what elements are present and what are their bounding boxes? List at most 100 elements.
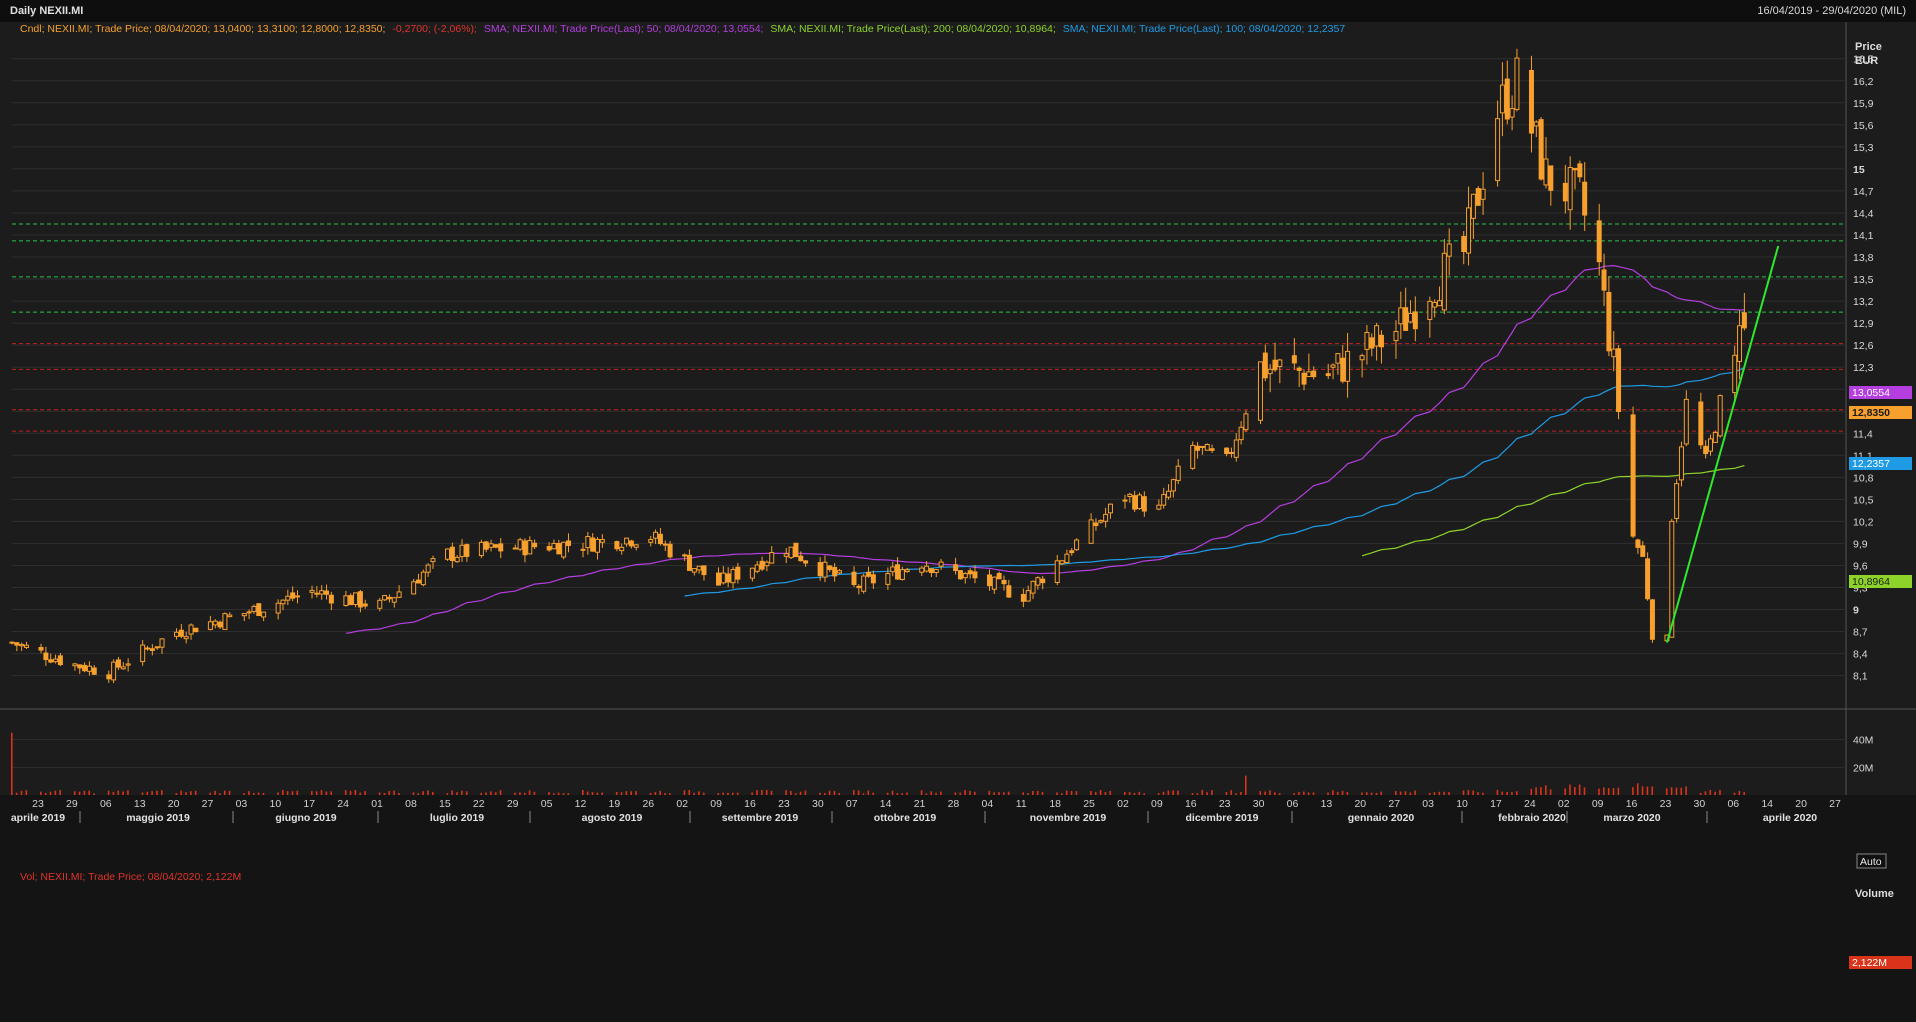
volume-bar: [1583, 787, 1586, 795]
x-day-tick: 12: [575, 798, 587, 810]
auto-button[interactable]: Auto: [1856, 853, 1887, 869]
volume-bar: [1375, 792, 1378, 795]
candle-body: [314, 592, 320, 595]
x-day-tick: 09: [1592, 798, 1604, 810]
y-tick-label: 15,9: [1853, 98, 1874, 110]
candle-body: [1712, 432, 1718, 443]
candle-body: [454, 556, 460, 563]
candle-body: [343, 595, 349, 606]
candle-body: [1238, 426, 1244, 441]
x-day-tick: 16: [1626, 798, 1638, 810]
x-month-label: giugno 2019: [275, 812, 336, 824]
x-month-label: ottobre 2019: [874, 812, 937, 824]
candle-body: [1369, 337, 1375, 349]
candle-body: [1582, 181, 1588, 216]
y-tick-label: 8,4: [1853, 649, 1868, 661]
volume-bar: [514, 792, 516, 795]
date-range[interactable]: 16/04/2019 - 29/04/2020 (MIL): [1757, 5, 1906, 17]
x-day-tick: 30: [1694, 798, 1706, 810]
volume-bar: [1172, 790, 1174, 795]
candle-body: [1437, 300, 1443, 307]
volume-bar: [248, 791, 250, 795]
candle-body: [77, 664, 83, 669]
candle-body: [1204, 443, 1210, 451]
volume-bar: [465, 791, 468, 795]
candle-body: [1040, 578, 1046, 584]
volume-bar: [1332, 790, 1334, 795]
volume-bar: [1704, 791, 1707, 795]
candle-body: [856, 585, 862, 589]
candle-body: [1674, 483, 1680, 519]
volume-bar: [1733, 792, 1736, 795]
x-day-tick: 21: [914, 798, 926, 810]
y-tick-label: 14,1: [1853, 230, 1874, 242]
candle-body: [754, 564, 760, 572]
candle-body: [1272, 359, 1278, 371]
candle-body: [1543, 158, 1549, 186]
candle-body: [725, 573, 731, 583]
candle-body: [19, 644, 25, 647]
volume-bar: [1428, 792, 1431, 795]
volume-bar: [49, 791, 52, 795]
title-bar: Daily NEXII.MI 16/04/2019 - 29/04/2020 (…: [0, 0, 1916, 23]
volume-bar: [1123, 791, 1126, 795]
candle-body: [1132, 495, 1138, 510]
candle-body: [788, 546, 794, 559]
candle-body: [1446, 243, 1452, 257]
candle-body: [1562, 182, 1568, 202]
volume-bar: [1433, 792, 1436, 795]
volume-bar: [1414, 790, 1416, 795]
candle-body: [585, 536, 591, 549]
x-day-tick: 05: [541, 798, 553, 810]
candle-body: [653, 531, 659, 539]
x-month-label: marzo 2020: [1603, 812, 1660, 824]
candle-body: [425, 564, 431, 573]
candle-body: [53, 658, 59, 663]
candle-body: [115, 659, 121, 668]
volume-bar: [281, 789, 284, 795]
x-day-tick: 20: [1354, 798, 1366, 810]
volume-bar: [1607, 788, 1610, 795]
volume-bar: [925, 793, 928, 795]
candle-body: [517, 539, 523, 550]
candle-body: [633, 544, 639, 548]
volume-bar: [761, 790, 763, 795]
candle-body: [624, 537, 630, 545]
volume-bar: [1003, 792, 1005, 795]
volume-bar: [383, 792, 386, 795]
candle-body: [595, 538, 601, 553]
candle-body: [1291, 355, 1297, 364]
volume-bar: [78, 791, 81, 795]
volume-bar: [223, 790, 226, 795]
auto-button-label: Auto: [1860, 856, 1882, 868]
candle-body: [1088, 519, 1094, 544]
volume-bar: [659, 790, 662, 795]
x-month-label: novembre 2019: [1030, 812, 1107, 824]
volume-bars: [11, 732, 1745, 795]
volume-bar: [1099, 790, 1102, 795]
candle-body: [590, 537, 596, 552]
badge-sma50-text: 13,0554: [1852, 387, 1890, 399]
price-chart[interactable]: 16,5 16,2 15,9 15,6 15,3 15 14,7 14,4 14,1 13,8 13…: [0, 22, 1916, 1022]
x-day-tick: 16: [1185, 798, 1197, 810]
volume-bar: [1443, 791, 1445, 795]
x-day-tick: 27: [202, 798, 214, 810]
candle-body: [580, 548, 586, 551]
legend-change: -0,2700; (-2,06%);: [392, 23, 477, 35]
candle-body: [1499, 84, 1505, 114]
candle-body: [275, 602, 281, 614]
volume-bar: [1201, 789, 1204, 795]
volume-bar: [190, 791, 192, 795]
volume-bar: [209, 792, 212, 795]
volume-bar: [1143, 793, 1145, 795]
badge-sma50: 13,0554: [1849, 386, 1912, 399]
volume-bar: [1670, 787, 1673, 795]
candle-body: [445, 548, 451, 560]
x-day-tick: 10: [1456, 798, 1468, 810]
volume-bar: [1569, 784, 1571, 795]
volume-bar: [252, 792, 255, 795]
y-tick-label: 9,9: [1853, 538, 1868, 550]
volume-bar: [1312, 792, 1315, 795]
volume-bar: [122, 791, 124, 795]
volume-bar: [1065, 790, 1068, 795]
